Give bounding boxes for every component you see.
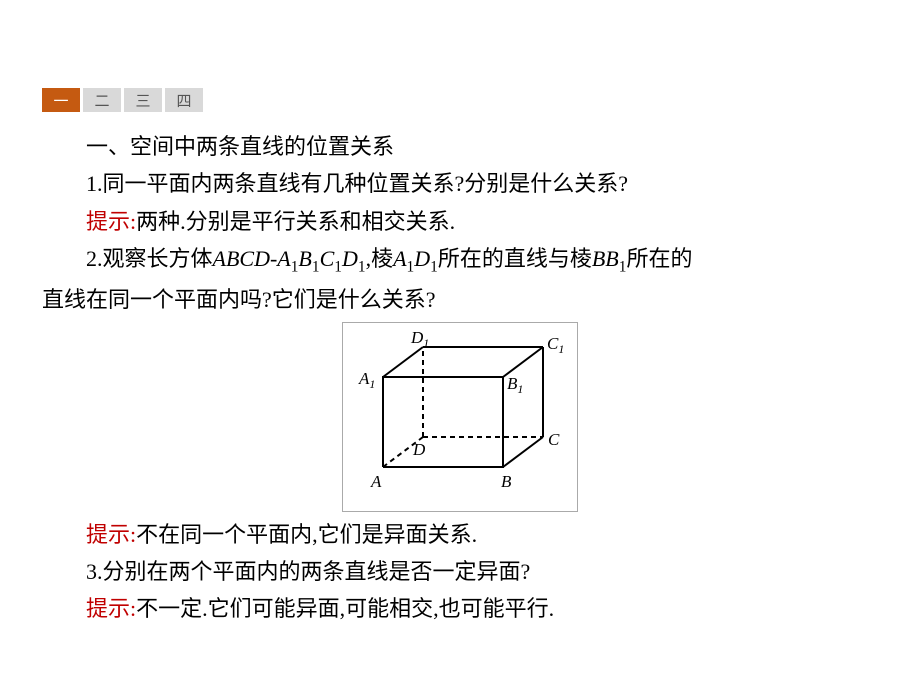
q1-text: .同一平面内两条直线有几种位置关系?分别是什么关系? [97, 171, 628, 196]
answer-3: 提示:不一定.它们可能异面,可能相交,也可能平行. [42, 590, 878, 627]
q2-a2: A [393, 246, 406, 271]
q2-bb: BB [592, 246, 619, 271]
q2-number: 2 [86, 246, 97, 271]
lbl-B: B [501, 472, 512, 491]
lbl-A1s: 1 [369, 377, 375, 391]
lbl-C1: C [547, 334, 559, 353]
question-3: 3.分别在两个平面内的两条直线是否一定异面? [42, 553, 878, 590]
q2-d2: D [414, 246, 430, 271]
q1-number: 1 [86, 171, 97, 196]
cuboid-svg: A B C D A1 B1 C1 D1 [353, 329, 567, 497]
svg-text:C: C [548, 430, 560, 449]
answer-2: 提示:不在同一个平面内,它们是异面关系. [42, 516, 878, 553]
svg-text:B: B [501, 472, 512, 491]
hint-label-3: 提示: [86, 596, 136, 621]
svg-text:C1: C1 [547, 334, 564, 356]
lbl-D1: D [410, 329, 424, 347]
q2-abcd: ABCD-A [213, 246, 291, 271]
lbl-D: D [412, 440, 426, 459]
svg-text:A: A [370, 472, 382, 491]
section-heading: 一、空间中两条直线的位置关系 [42, 128, 878, 165]
tab-three[interactable]: 三 [124, 88, 162, 112]
q2-c: C [320, 246, 335, 271]
q3-number: 3 [86, 559, 97, 584]
hint-label-1: 提示: [86, 209, 136, 234]
q2-sub3: 1 [334, 259, 342, 276]
q2-seg1: .观察长方体 [97, 246, 213, 271]
a1-text: 两种.分别是平行关系和相交关系. [136, 209, 455, 234]
tab-one[interactable]: 一 [42, 88, 80, 112]
lbl-B1s: 1 [517, 382, 523, 396]
svg-text:A1: A1 [358, 369, 375, 391]
answer-1: 提示:两种.分别是平行关系和相交关系. [42, 203, 878, 240]
tab-bar: 一 二 三 四 [42, 88, 203, 112]
question-2-line2: 直线在同一个平面内吗?它们是什么关系? [42, 281, 878, 318]
lbl-B1: B [507, 374, 518, 393]
content-area: 一、空间中两条直线的位置关系 1.同一平面内两条直线有几种位置关系?分别是什么关… [42, 128, 878, 628]
svg-text:D1: D1 [410, 329, 429, 350]
lbl-C1s: 1 [558, 342, 564, 356]
q2-seg2: ,棱 [366, 246, 394, 271]
lbl-A1: A [358, 369, 370, 388]
cuboid-figure: A B C D A1 B1 C1 D1 [342, 322, 578, 511]
q2-seg4: 所在的 [626, 246, 692, 271]
q2-d: D [342, 246, 358, 271]
question-2-line1: 2.观察长方体ABCD-A1B1C1D1,棱A1D1所在的直线与棱BB1所在的 [42, 240, 878, 281]
q2-sub4: 1 [358, 259, 366, 276]
svg-text:D: D [412, 440, 426, 459]
q3-text: .分别在两个平面内的两条直线是否一定异面? [97, 559, 530, 584]
q2-seg3: 所在的直线与棱 [438, 246, 592, 271]
a3-text: 不一定.它们可能异面,可能相交,也可能平行. [136, 596, 554, 621]
tab-two[interactable]: 二 [83, 88, 121, 112]
lbl-D1s: 1 [423, 336, 429, 350]
question-1: 1.同一平面内两条直线有几种位置关系?分别是什么关系? [42, 165, 878, 202]
figure-container: A B C D A1 B1 C1 D1 [42, 322, 878, 511]
lbl-C: C [548, 430, 560, 449]
q2-sub6: 1 [430, 259, 438, 276]
a2-text: 不在同一个平面内,它们是异面关系. [136, 522, 477, 547]
svg-text:B1: B1 [507, 374, 523, 396]
tab-four[interactable]: 四 [165, 88, 203, 112]
lbl-A: A [370, 472, 382, 491]
hint-label-2: 提示: [86, 522, 136, 547]
q2-b: B [298, 246, 311, 271]
q2-sub2: 1 [312, 259, 320, 276]
